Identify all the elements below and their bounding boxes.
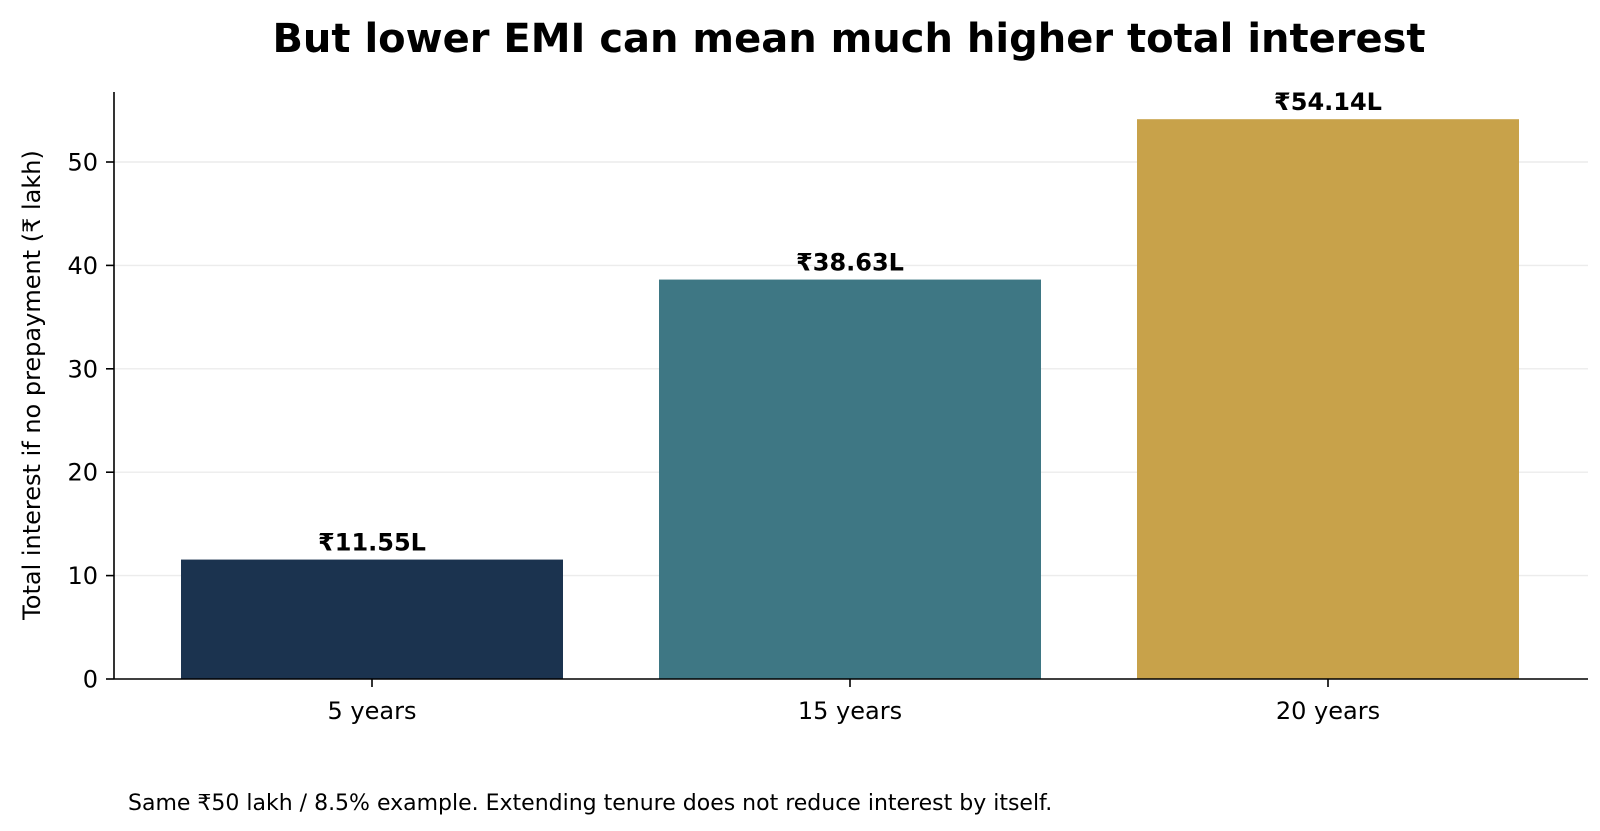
bar-20-years	[1137, 119, 1519, 680]
chart-title: But lower EMI can mean much higher total…	[272, 16, 1425, 62]
data-labels: ₹11.55L ₹38.63L ₹54.14L	[318, 88, 1382, 556]
y-tick-label: 30	[67, 355, 98, 383]
data-label: ₹11.55L	[318, 529, 426, 557]
bar-5-years	[181, 559, 563, 679]
y-tick-label: 10	[67, 562, 98, 590]
x-tick-label: 20 years	[1276, 697, 1380, 725]
y-tick-label: 20	[67, 459, 98, 487]
x-ticks: 5 years 15 years 20 years	[328, 679, 1380, 725]
data-label: ₹38.63L	[796, 249, 904, 277]
bars	[181, 119, 1519, 680]
footnote: Same ₹50 lakh / 8.5% example. Extending …	[128, 791, 1052, 816]
y-axis-label: Total interest if no prepayment (₹ lakh)	[18, 150, 46, 621]
y-tick-label: 0	[83, 666, 98, 694]
bar-15-years	[659, 279, 1041, 679]
y-tick-label: 40	[67, 252, 98, 280]
y-tick-label: 50	[67, 149, 98, 177]
x-tick-label: 5 years	[328, 697, 417, 725]
x-tick-label: 15 years	[798, 697, 902, 725]
data-label: ₹54.14L	[1274, 88, 1382, 116]
y-ticks: 0 10 20 30 40 50	[67, 149, 114, 694]
axes	[113, 92, 1588, 680]
